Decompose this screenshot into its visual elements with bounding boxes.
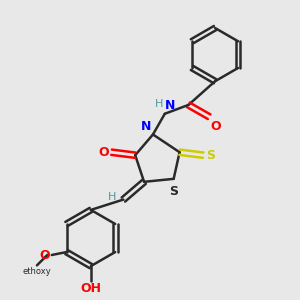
- Text: N: N: [141, 120, 152, 133]
- Text: O: O: [211, 120, 221, 133]
- Text: H: H: [108, 192, 116, 202]
- Text: S: S: [206, 149, 215, 162]
- Text: H: H: [155, 99, 163, 109]
- Text: N: N: [165, 99, 175, 112]
- Text: O: O: [98, 146, 109, 159]
- Text: ethoxy: ethoxy: [22, 267, 51, 276]
- Text: S: S: [169, 185, 178, 198]
- Text: OH: OH: [80, 282, 101, 296]
- Text: O: O: [40, 248, 50, 262]
